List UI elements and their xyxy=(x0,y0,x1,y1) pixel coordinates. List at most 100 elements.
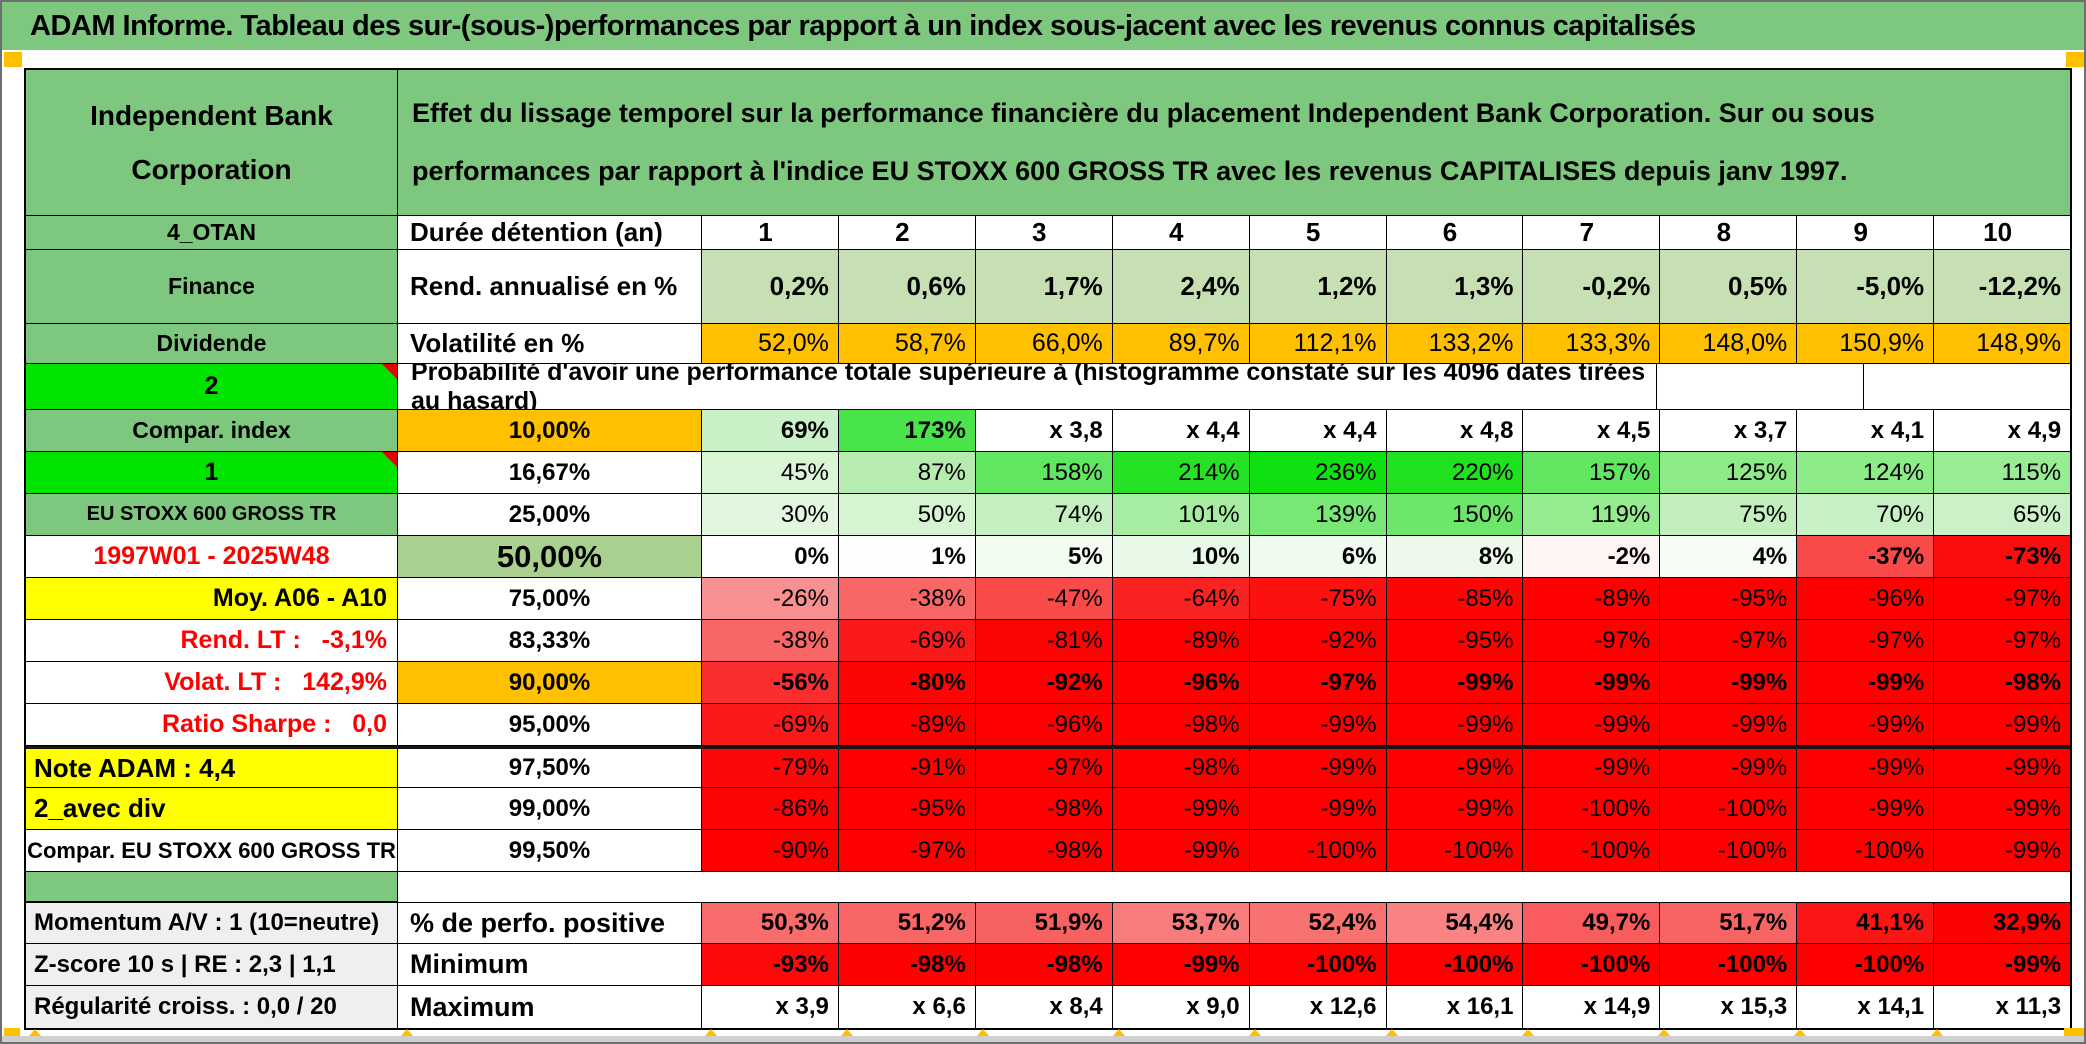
performance-cell[interactable]: -100% xyxy=(1660,830,1798,871)
performance-cell[interactable]: -96% xyxy=(975,704,1113,745)
volatility-header-cell[interactable]: Volatilité en % xyxy=(398,324,702,363)
performance-cell[interactable]: -99% xyxy=(1249,749,1387,787)
performance-cell[interactable]: -99% xyxy=(1934,749,2071,787)
statistic-name-cell[interactable]: Maximum xyxy=(398,986,702,1028)
statistic-cell[interactable]: 52,4% xyxy=(1249,903,1387,943)
performance-cell[interactable]: 10% xyxy=(1112,536,1250,577)
performance-cell[interactable]: 45% xyxy=(702,452,839,493)
performance-cell[interactable]: -97% xyxy=(1934,578,2071,619)
performance-cell[interactable]: 124% xyxy=(1797,452,1935,493)
statistic-cell[interactable]: x 8,4 xyxy=(975,986,1113,1028)
statistic-cell[interactable]: -100% xyxy=(1386,944,1524,985)
statistic-cell[interactable]: x 11,3 xyxy=(1934,986,2071,1028)
return-cell[interactable]: 0,6% xyxy=(838,250,976,323)
statistic-cell[interactable]: 51,7% xyxy=(1660,903,1798,943)
row-label-cell[interactable]: 1997W01 - 2025W48 xyxy=(26,536,398,577)
year-cell[interactable]: 10 xyxy=(1934,216,2071,249)
performance-cell[interactable]: 125% xyxy=(1660,452,1798,493)
statistic-cell[interactable]: -98% xyxy=(838,944,976,985)
performance-cell[interactable]: -99% xyxy=(1386,662,1524,703)
statistic-cell[interactable]: x 9,0 xyxy=(1112,986,1250,1028)
performance-cell[interactable]: -92% xyxy=(975,662,1113,703)
performance-cell[interactable]: -64% xyxy=(1112,578,1250,619)
performance-cell[interactable]: 5% xyxy=(975,536,1113,577)
percentile-cell[interactable]: 99,00% xyxy=(398,788,702,829)
statistic-cell[interactable]: -98% xyxy=(975,944,1113,985)
row-label-cell[interactable]: Note ADAM : 4,4 xyxy=(26,749,398,787)
performance-cell[interactable]: -99% xyxy=(1797,749,1935,787)
performance-cell[interactable]: -89% xyxy=(1523,578,1661,619)
performance-cell[interactable]: -96% xyxy=(1797,578,1935,619)
performance-cell[interactable]: -89% xyxy=(838,704,976,745)
percentile-cell[interactable]: 25,00% xyxy=(398,494,702,535)
performance-cell[interactable]: -99% xyxy=(1797,788,1935,829)
performance-cell[interactable]: -69% xyxy=(702,704,839,745)
volatility-cell[interactable]: 133,3% xyxy=(1523,324,1661,363)
performance-cell[interactable]: -81% xyxy=(975,620,1113,661)
empty-cell[interactable] xyxy=(1863,364,2071,409)
return-cell[interactable]: -0,2% xyxy=(1523,250,1661,323)
description-cell[interactable]: Effet du lissage temporel sur la perform… xyxy=(398,70,2070,215)
performance-cell[interactable]: -99% xyxy=(1660,704,1798,745)
percentile-cell[interactable]: 90,00% xyxy=(398,662,702,703)
row-label-cell[interactable]: Ratio Sharpe : 0,0 xyxy=(26,704,398,745)
performance-cell[interactable]: x 4,4 xyxy=(1112,410,1250,451)
performance-cell[interactable]: -99% xyxy=(1523,662,1661,703)
performance-cell[interactable]: -97% xyxy=(1523,620,1661,661)
year-cell[interactable]: 4 xyxy=(1112,216,1250,249)
year-cell[interactable]: 8 xyxy=(1660,216,1798,249)
performance-cell[interactable]: -97% xyxy=(1249,662,1387,703)
performance-cell[interactable]: -99% xyxy=(1660,662,1798,703)
performance-cell[interactable]: 75% xyxy=(1660,494,1798,535)
performance-cell[interactable]: 173% xyxy=(838,410,976,451)
return-cell[interactable]: 1,3% xyxy=(1386,250,1524,323)
performance-cell[interactable]: x 3,7 xyxy=(1660,410,1798,451)
performance-cell[interactable]: -89% xyxy=(1112,620,1250,661)
performance-cell[interactable]: -100% xyxy=(1797,830,1935,871)
performance-cell[interactable]: 1% xyxy=(838,536,976,577)
statistic-cell[interactable]: 53,7% xyxy=(1112,903,1250,943)
statistic-cell[interactable]: 50,3% xyxy=(702,903,839,943)
statistic-label-cell[interactable]: Momentum A/V : 1 (10=neutre) xyxy=(26,903,398,943)
row-label-cell[interactable]: Compar. index xyxy=(26,410,398,451)
return-cell[interactable]: 0,5% xyxy=(1660,250,1798,323)
statistic-cell[interactable]: x 12,6 xyxy=(1249,986,1387,1028)
performance-cell[interactable]: -73% xyxy=(1934,536,2071,577)
performance-cell[interactable]: 70% xyxy=(1797,494,1935,535)
performance-cell[interactable]: -100% xyxy=(1523,788,1661,829)
row-label-cell[interactable]: Rend. LT : -3,1% xyxy=(26,620,398,661)
statistic-cell[interactable]: x 14,1 xyxy=(1797,986,1935,1028)
performance-cell[interactable]: x 3,8 xyxy=(975,410,1113,451)
percentile-cell[interactable]: 99,50% xyxy=(398,830,702,871)
performance-cell[interactable]: -98% xyxy=(1112,749,1250,787)
statistic-cell[interactable]: -100% xyxy=(1249,944,1387,985)
performance-cell[interactable]: -75% xyxy=(1249,578,1387,619)
performance-cell[interactable]: -69% xyxy=(838,620,976,661)
performance-cell[interactable]: -26% xyxy=(702,578,839,619)
row-label-cell[interactable]: Volat. LT : 142,9% xyxy=(26,662,398,703)
volatility-cell[interactable]: 112,1% xyxy=(1249,324,1387,363)
percentile-cell[interactable]: 50,00% xyxy=(398,536,702,577)
statistic-label-cell[interactable]: Régularité croiss. : 0,0 / 20 xyxy=(26,986,398,1028)
performance-cell[interactable]: 119% xyxy=(1523,494,1661,535)
statistic-cell[interactable]: -99% xyxy=(1934,944,2071,985)
statistic-cell[interactable]: -100% xyxy=(1660,944,1798,985)
performance-cell[interactable]: -95% xyxy=(1386,620,1524,661)
statistic-label-cell[interactable]: Z-score 10 s | RE : 2,3 | 1,1 xyxy=(26,944,398,985)
row-label-cell[interactable]: Dividende xyxy=(26,324,398,363)
performance-cell[interactable]: -38% xyxy=(838,578,976,619)
statistic-cell[interactable]: x 14,9 xyxy=(1523,986,1661,1028)
performance-cell[interactable]: -97% xyxy=(1660,620,1798,661)
statistic-cell[interactable]: x 6,6 xyxy=(838,986,976,1028)
percentile-cell[interactable]: 83,33% xyxy=(398,620,702,661)
performance-cell[interactable]: 65% xyxy=(1934,494,2071,535)
performance-cell[interactable]: -99% xyxy=(1112,788,1250,829)
performance-cell[interactable]: 8% xyxy=(1386,536,1524,577)
statistic-cell[interactable]: -99% xyxy=(1112,944,1250,985)
year-cell[interactable]: 2 xyxy=(838,216,976,249)
return-cell[interactable]: 1,2% xyxy=(1249,250,1387,323)
return-cell[interactable]: 1,7% xyxy=(975,250,1113,323)
performance-cell[interactable]: -100% xyxy=(1660,788,1798,829)
performance-cell[interactable]: -100% xyxy=(1386,830,1524,871)
percentile-cell[interactable]: 97,50% xyxy=(398,749,702,787)
